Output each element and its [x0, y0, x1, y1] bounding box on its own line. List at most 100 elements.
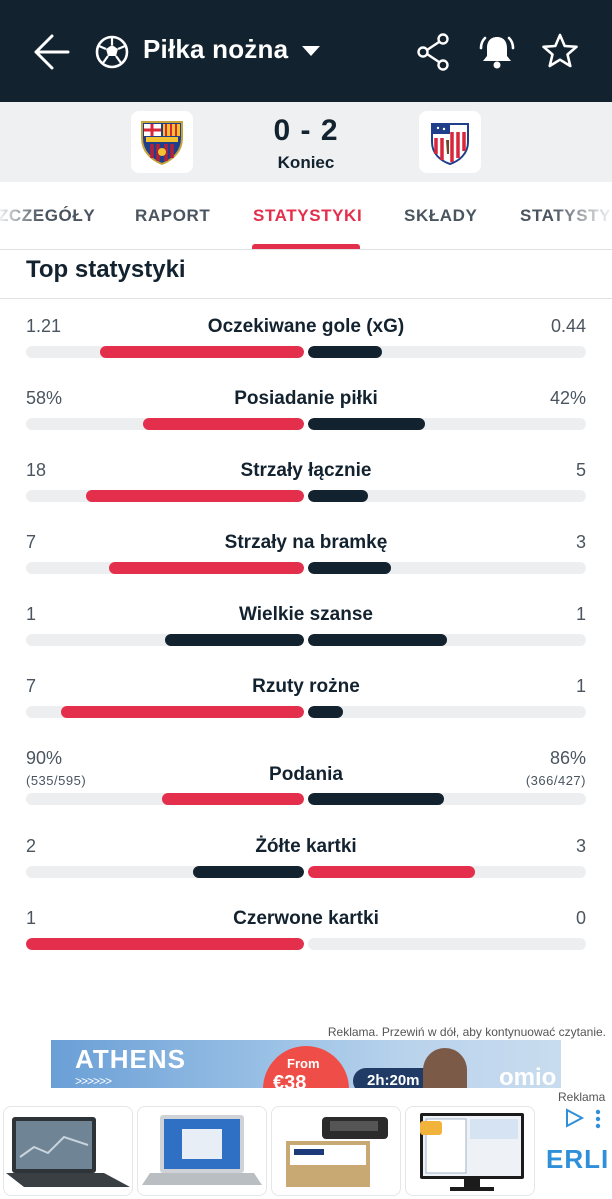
tab-fade-right [552, 182, 612, 249]
stat-away-bar-track [308, 706, 586, 718]
stat-away-bar-track [308, 346, 586, 358]
stat-home-bar-track [26, 346, 304, 358]
stat-home-bar [165, 634, 304, 646]
stat-name: Strzały na bramkę [224, 532, 388, 553]
stat-home-value: 18 [26, 460, 47, 480]
stat-away-bar-track [308, 562, 586, 574]
stat-home-bar [61, 706, 304, 718]
ad-city: ATHENS [75, 1044, 186, 1074]
ad-choices-icon[interactable] [563, 1107, 585, 1129]
stat-name: Wielkie szanse [239, 604, 373, 625]
stat-away-bar [308, 634, 447, 646]
match-score: 0 - 2 [273, 114, 339, 147]
ad-product-laptop-dark[interactable] [3, 1106, 133, 1196]
stat-away-bar-track [308, 418, 586, 430]
stat-home-bar [26, 938, 304, 950]
tab-bar: SZCZEGÓŁY RAPORT STATYSTYKI SKŁADY STATY… [0, 182, 612, 250]
away-crest-icon [431, 123, 469, 166]
stat-name: Posiadanie piłki [234, 388, 378, 409]
stat-home-bar-track [26, 562, 304, 574]
stat-name: Rzuty rożne [252, 676, 360, 697]
stat-away-bar-track [308, 490, 586, 502]
ad-shop-logo[interactable]: ERLI [546, 1144, 610, 1174]
arrow-left-icon[interactable] [30, 32, 72, 72]
ad-label: Reklama [558, 1090, 606, 1104]
ad-price: €38 [273, 1072, 307, 1088]
stat-away-bar [308, 866, 475, 878]
ad-product-printer-part[interactable] [271, 1106, 401, 1196]
stat-row: 1 Czerwone kartki 0 [0, 904, 612, 974]
stat-row: 7 Strzały na bramkę 3 [0, 528, 612, 598]
stat-away-bar [308, 793, 444, 805]
stat-away-value: 86% [549, 748, 586, 768]
stat-home-bar-track [26, 418, 304, 430]
active-tab-indicator [252, 244, 360, 249]
soccer-ball-icon[interactable] [95, 35, 129, 69]
stat-home-value: 7 [26, 532, 37, 552]
stat-home-bar-track [26, 793, 304, 805]
section-title: Top statystyki [26, 256, 186, 283]
stat-row: 1 Wielkie szanse 1 [0, 600, 612, 670]
tab-fade-left [0, 182, 40, 249]
sport-selector[interactable]: Piłka nożna [143, 34, 289, 64]
monitor-image-icon [420, 1113, 524, 1191]
stat-name: Żółte kartki [255, 836, 357, 857]
printer-part-image-icon [286, 1117, 388, 1187]
share-icon[interactable] [416, 33, 450, 71]
stat-away-value: 5 [575, 460, 586, 480]
stat-row: 2 Żółte kartki 3 [0, 832, 612, 902]
ad-price-badge: From €38 [263, 1046, 349, 1088]
stat-row: 18 Strzały łącznie 5 [0, 456, 612, 526]
stat-name: Strzały łącznie [240, 460, 372, 481]
stat-home-value: 2 [26, 836, 37, 856]
stat-away-value: 0.44 [550, 316, 586, 336]
ad-product-monitor[interactable] [405, 1106, 535, 1196]
ad-menu-icon[interactable] [594, 1108, 602, 1130]
stat-home-value: 1 [26, 908, 37, 928]
stat-away-value: 3 [575, 532, 586, 552]
laptop-image-icon [6, 1117, 130, 1187]
stat-home-value: 7 [26, 676, 37, 696]
stat-home-value: 1 [26, 604, 37, 624]
stat-away-bar-track [308, 938, 586, 950]
tab-lineups[interactable]: SKŁADY [404, 206, 478, 225]
top-bar: Piłka nożna [0, 0, 612, 102]
home-team-crest[interactable] [131, 111, 193, 173]
stat-home-bar-track [26, 490, 304, 502]
tab-statistics[interactable]: STATYSTYKI [253, 206, 363, 225]
star-icon[interactable] [541, 32, 579, 70]
stat-away-bar [308, 706, 343, 718]
stat-home-bar [86, 490, 304, 502]
caret-down-icon[interactable] [301, 44, 321, 58]
stat-home-bar-track [26, 938, 304, 950]
stat-row: 58% Posiadanie piłki 42% [0, 384, 612, 454]
stat-home-value: 1.21 [26, 316, 62, 336]
stat-home-bar-track [26, 706, 304, 718]
ad-banner[interactable]: ATHENS >>>>>> From €38 2h:20m omio [51, 1040, 561, 1088]
home-crest-icon [141, 121, 183, 166]
score-bar: 0 - 2 Koniec [0, 102, 612, 182]
stat-away-bar-track [308, 634, 586, 646]
stat-away-value: 0 [575, 908, 586, 928]
stat-away-bar [308, 562, 391, 574]
stat-away-sub: (366/427) [525, 773, 586, 788]
ad-from-label: From [287, 1056, 320, 1071]
stat-row: 90% Podania 86% (535/595) (366/427) [0, 746, 612, 816]
stat-away-bar [308, 490, 368, 502]
stat-away-bar [308, 418, 425, 430]
ad-arrows: >>>>>> [75, 1074, 112, 1088]
stat-away-value: 3 [575, 836, 586, 856]
away-team-crest[interactable] [419, 111, 481, 173]
ad-note: Reklama. Przewiń w dół, aby kontynuować … [327, 1025, 606, 1039]
tab-report[interactable]: RAPORT [135, 206, 211, 225]
ad-duration: 2h:20m [367, 1072, 420, 1088]
stat-away-value: 1 [575, 604, 586, 624]
stat-home-bar [143, 418, 304, 430]
ad-product-laptop-silver[interactable] [137, 1106, 267, 1196]
stat-home-bar [193, 866, 304, 878]
stat-away-value: 42% [549, 388, 586, 408]
laptop-image-icon [142, 1115, 262, 1185]
bell-icon[interactable] [478, 31, 516, 71]
stat-home-bar [162, 793, 304, 805]
stat-row: 1.21 Oczekiwane gole (xG) 0.44 [0, 312, 612, 382]
